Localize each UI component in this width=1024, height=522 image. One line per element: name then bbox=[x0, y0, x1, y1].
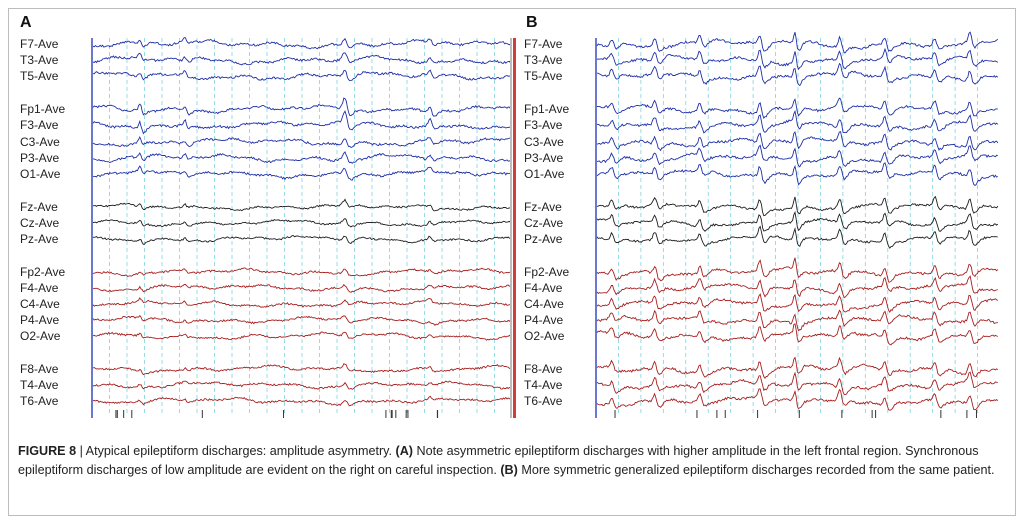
eeg-trace-f4-ave bbox=[92, 283, 511, 293]
eeg-trace-f3-ave bbox=[92, 110, 511, 135]
channel-label-t4-ave: T4-Ave bbox=[20, 378, 59, 392]
eeg-trace-fp2-ave bbox=[92, 267, 511, 278]
figure-caption: FIGURE 8 | Atypical epileptiform dischar… bbox=[18, 442, 998, 479]
eeg-trace-o2-ave bbox=[92, 331, 511, 341]
channel-label-fz-ave: Fz-Ave bbox=[20, 200, 58, 214]
eeg-trace-t4-ave bbox=[596, 371, 998, 396]
channel-label-fp2-ave: Fp2-Ave bbox=[20, 265, 65, 279]
channel-label-p3-ave: P3-Ave bbox=[524, 151, 563, 165]
eeg-figure: A F7-Ave T3-Ave T5-Ave Fp1-Ave F3-Ave C3-Ave P… bbox=[20, 14, 999, 418]
eeg-trace-t4-ave bbox=[92, 380, 511, 390]
caption-label-b: (B) bbox=[500, 462, 518, 477]
caption-label-a: (A) bbox=[395, 444, 413, 458]
eeg-trace-fp2-ave bbox=[596, 257, 999, 283]
eeg-trace-p4-ave bbox=[596, 309, 998, 332]
channel-label-c3-ave: C3-Ave bbox=[524, 135, 564, 149]
channel-label-t6-ave: T6-Ave bbox=[524, 394, 563, 408]
channel-label-f8-ave: F8-Ave bbox=[20, 362, 59, 376]
eeg-trace-c3-ave bbox=[92, 136, 511, 149]
eeg-trace-o2-ave bbox=[596, 323, 998, 346]
panel-b-event-markers bbox=[595, 38, 977, 418]
eeg-trace-f4-ave bbox=[596, 275, 998, 299]
channel-label-o2-ave: O2-Ave bbox=[20, 329, 61, 343]
panel-a-letter: A bbox=[20, 14, 32, 31]
channel-label-c4-ave: C4-Ave bbox=[20, 297, 60, 311]
page-end-shadow bbox=[510, 38, 512, 418]
eeg-trace-t5-ave bbox=[596, 62, 999, 87]
channel-label-p4-ave: P4-Ave bbox=[20, 313, 59, 327]
channel-label-t5-ave: T5-Ave bbox=[524, 69, 563, 83]
eeg-trace-t5-ave bbox=[92, 69, 511, 82]
caption-separator: | bbox=[76, 444, 86, 458]
caption-figure-label: FIGURE 8 bbox=[18, 444, 77, 458]
eeg-trace-o1-ave bbox=[596, 162, 999, 186]
eeg-trace-fp1-ave bbox=[92, 97, 511, 117]
channel-label-cz-ave: Cz-Ave bbox=[20, 216, 59, 230]
eeg-trace-fz-ave bbox=[596, 195, 999, 217]
channel-label-o2-ave: O2-Ave bbox=[524, 329, 565, 343]
channel-label-p3-ave: P3-Ave bbox=[20, 151, 59, 165]
eeg-trace-c3-ave bbox=[596, 131, 999, 152]
channel-label-cz-ave: Cz-Ave bbox=[524, 216, 563, 230]
caption-text-b: More symmetric generalized epileptiform … bbox=[517, 462, 995, 477]
page-end-marker bbox=[513, 38, 516, 418]
eeg-trace-t6-ave bbox=[596, 388, 999, 411]
eeg-trace-pz-ave bbox=[93, 235, 511, 245]
channel-label-t3-ave: T3-Ave bbox=[524, 53, 563, 67]
channel-label-f3-ave: F3-Ave bbox=[20, 118, 59, 132]
eeg-trace-c4-ave bbox=[596, 293, 999, 313]
channel-label-t6-ave: T6-Ave bbox=[20, 394, 59, 408]
caption-text-a: Note asymmetric epileptiform discharges … bbox=[18, 444, 979, 477]
panel-a-eeg-traces bbox=[92, 37, 511, 407]
eeg-trace-f7-ave bbox=[596, 31, 999, 54]
eeg-trace-fp1-ave bbox=[596, 97, 998, 120]
channel-label-t4-ave: T4-Ave bbox=[524, 378, 563, 392]
panel-b-channel-labels: F7-Ave T3-Ave T5-Ave Fp1-Ave F3-Ave C3-Ave P3-… bbox=[524, 37, 569, 408]
eeg-trace-p4-ave bbox=[92, 314, 511, 326]
channel-label-t5-ave: T5-Ave bbox=[20, 69, 59, 83]
channel-label-f4-ave: F4-Ave bbox=[20, 281, 59, 295]
eeg-trace-fz-ave bbox=[92, 198, 511, 212]
eeg-trace-f7-ave bbox=[92, 37, 511, 50]
channel-label-f4-ave: F4-Ave bbox=[524, 281, 563, 295]
channel-label-c3-ave: C3-Ave bbox=[20, 135, 60, 149]
channel-label-f8-ave: F8-Ave bbox=[524, 362, 563, 376]
channel-label-o1-ave: O1-Ave bbox=[20, 167, 61, 181]
figure-frame bbox=[8, 8, 1016, 516]
channel-label-f3-ave: F3-Ave bbox=[524, 118, 563, 132]
panel-a-event-markers bbox=[91, 38, 516, 418]
channel-label-c4-ave: C4-Ave bbox=[524, 297, 564, 311]
channel-label-pz-ave: Pz-Ave bbox=[20, 232, 59, 246]
eeg-trace-f8-ave bbox=[596, 356, 999, 379]
eeg-trace-p3-ave bbox=[92, 151, 511, 164]
channel-label-o1-ave: O1-Ave bbox=[524, 167, 565, 181]
eeg-trace-p3-ave bbox=[596, 144, 999, 168]
eeg-trace-f3-ave bbox=[596, 109, 999, 134]
eeg-trace-pz-ave bbox=[596, 225, 998, 249]
channel-label-t3-ave: T3-Ave bbox=[20, 53, 59, 67]
channel-label-fz-ave: Fz-Ave bbox=[524, 200, 562, 214]
eeg-trace-o1-ave bbox=[92, 165, 511, 181]
channel-label-fp2-ave: Fp2-Ave bbox=[524, 265, 569, 279]
caption-intro: Atypical epileptiform discharges: amplit… bbox=[85, 444, 396, 458]
channel-label-p4-ave: P4-Ave bbox=[524, 313, 563, 327]
channel-label-f7-ave: F7-Ave bbox=[524, 37, 563, 51]
panel-b: B F7-Ave T3-Ave T5-Ave Fp1-Ave F3-Ave C3-Ave P… bbox=[524, 14, 999, 418]
panel-a-time-gridlines bbox=[109, 38, 495, 414]
channel-label-fp1-ave: Fp1-Ave bbox=[20, 102, 65, 116]
channel-label-fp1-ave: Fp1-Ave bbox=[524, 102, 569, 116]
eeg-trace-c4-ave bbox=[92, 297, 511, 308]
eeg-trace-t3-ave bbox=[92, 52, 511, 66]
eeg-trace-t6-ave bbox=[92, 395, 511, 407]
eeg-trace-f8-ave bbox=[92, 363, 511, 376]
panel-a: A F7-Ave T3-Ave T5-Ave Fp1-Ave F3-Ave C3-Ave P… bbox=[20, 14, 516, 418]
panel-b-eeg-traces bbox=[596, 31, 999, 411]
eeg-trace-t3-ave bbox=[596, 47, 999, 71]
channel-label-pz-ave: Pz-Ave bbox=[524, 232, 563, 246]
panel-b-letter: B bbox=[526, 14, 538, 31]
eeg-trace-cz-ave bbox=[92, 218, 511, 228]
eeg-trace-cz-ave bbox=[596, 210, 999, 232]
channel-label-f7-ave: F7-Ave bbox=[20, 37, 59, 51]
panel-a-channel-labels: F7-Ave T3-Ave T5-Ave Fp1-Ave F3-Ave C3-Ave P3-… bbox=[20, 37, 65, 408]
